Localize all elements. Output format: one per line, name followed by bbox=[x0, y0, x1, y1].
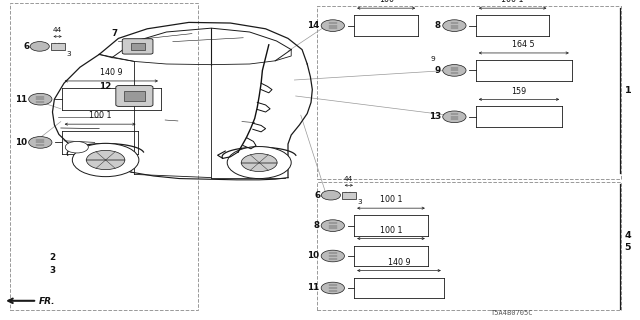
Text: 6: 6 bbox=[23, 42, 29, 51]
Circle shape bbox=[321, 220, 344, 231]
Bar bbox=[317, 6, 621, 179]
Text: 6: 6 bbox=[314, 191, 321, 200]
Text: 14: 14 bbox=[307, 21, 319, 30]
Bar bbox=[131, 43, 145, 50]
Text: 1: 1 bbox=[625, 86, 631, 95]
Text: FR.: FR. bbox=[38, 297, 55, 306]
Text: 100 1: 100 1 bbox=[501, 0, 524, 4]
Text: 100 1: 100 1 bbox=[380, 226, 402, 235]
Text: 44: 44 bbox=[344, 176, 353, 182]
Text: 9: 9 bbox=[431, 56, 435, 62]
Text: 5: 5 bbox=[625, 244, 631, 252]
FancyBboxPatch shape bbox=[122, 39, 153, 54]
Text: 3: 3 bbox=[67, 51, 71, 57]
Bar bbox=[51, 43, 65, 50]
Text: 7: 7 bbox=[111, 29, 117, 38]
Text: T5A4B0705C: T5A4B0705C bbox=[491, 310, 533, 316]
Text: 2: 2 bbox=[49, 253, 56, 262]
Text: 140 9: 140 9 bbox=[100, 68, 123, 77]
Text: 100 1: 100 1 bbox=[89, 111, 111, 120]
Text: 11: 11 bbox=[15, 95, 27, 104]
Circle shape bbox=[86, 150, 125, 170]
Circle shape bbox=[65, 141, 88, 153]
Text: 11: 11 bbox=[307, 284, 319, 292]
Text: 159: 159 bbox=[511, 86, 527, 95]
Text: 13: 13 bbox=[429, 112, 441, 121]
Text: 3: 3 bbox=[358, 199, 362, 205]
Text: 10: 10 bbox=[15, 138, 27, 147]
Text: 4: 4 bbox=[625, 231, 631, 240]
Text: 12: 12 bbox=[99, 82, 111, 91]
Text: 10: 10 bbox=[307, 252, 319, 260]
Circle shape bbox=[321, 250, 344, 262]
Circle shape bbox=[29, 137, 52, 148]
Text: 8: 8 bbox=[314, 221, 319, 230]
Circle shape bbox=[29, 93, 52, 105]
Text: 9: 9 bbox=[435, 66, 441, 75]
Circle shape bbox=[443, 20, 466, 31]
Text: 3: 3 bbox=[49, 266, 56, 275]
Circle shape bbox=[72, 143, 139, 177]
Text: 100 1: 100 1 bbox=[380, 195, 402, 204]
Text: 164 5: 164 5 bbox=[513, 40, 535, 49]
Bar bbox=[317, 182, 621, 310]
Text: 8: 8 bbox=[435, 21, 441, 30]
Circle shape bbox=[443, 65, 466, 76]
Circle shape bbox=[321, 190, 340, 200]
Circle shape bbox=[30, 42, 49, 51]
Circle shape bbox=[321, 20, 344, 31]
FancyBboxPatch shape bbox=[116, 86, 153, 106]
Bar bbox=[342, 192, 356, 199]
Bar bbox=[10, 3, 198, 310]
Circle shape bbox=[321, 282, 344, 294]
Text: 44: 44 bbox=[53, 27, 62, 33]
Circle shape bbox=[227, 147, 291, 179]
Bar bbox=[124, 91, 145, 101]
Circle shape bbox=[241, 154, 277, 172]
Text: 140 9: 140 9 bbox=[388, 258, 410, 267]
Circle shape bbox=[443, 111, 466, 123]
Text: 100: 100 bbox=[379, 0, 394, 4]
